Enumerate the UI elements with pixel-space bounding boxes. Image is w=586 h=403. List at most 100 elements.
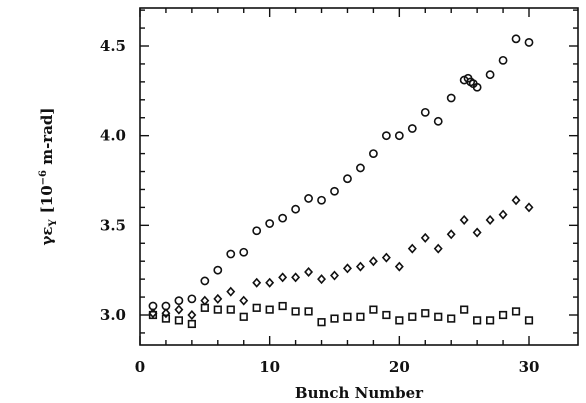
diamond-point [252, 277, 262, 288]
square-point [460, 305, 469, 314]
square-point [239, 312, 248, 321]
square-point [265, 305, 274, 314]
y-tick-label: 4.0 [100, 127, 126, 145]
square-point [291, 307, 300, 316]
x-tick-label: 20 [389, 358, 410, 376]
circle-point [420, 107, 430, 117]
circle-point [524, 38, 534, 47]
square-point [278, 301, 287, 311]
square-point [369, 305, 378, 314]
circle-point [407, 124, 417, 133]
square-point [304, 307, 313, 316]
square-point [252, 303, 261, 312]
diamond-point [226, 286, 236, 297]
square-point [356, 312, 365, 321]
diamond-point [239, 295, 249, 306]
diamond-point [317, 274, 327, 285]
circle-point [472, 82, 482, 92]
square-point [511, 307, 521, 316]
square-point [447, 314, 456, 323]
data-points [148, 34, 534, 329]
plot-frame [139, 7, 579, 346]
circle-point [187, 294, 197, 304]
diamond-point [200, 295, 210, 306]
x-tick-label: 0 [135, 358, 145, 376]
diamond-point [265, 277, 275, 288]
square-point [213, 305, 222, 314]
circle-point [330, 186, 339, 196]
square-point [330, 314, 339, 323]
diamond-point [433, 243, 443, 254]
diamond-point [459, 214, 469, 225]
diamond-point [420, 232, 430, 243]
square-point [473, 316, 482, 325]
diamond-point [394, 261, 404, 272]
square-point [434, 312, 443, 321]
y-tick-label: 3.0 [100, 306, 126, 324]
diamond-point [304, 266, 314, 277]
y-axis-title-group: γεY[10−6 m-rad] [38, 107, 59, 245]
axis-ticks [139, 8, 578, 345]
circle-point [343, 174, 352, 184]
x-tick-label: 10 [259, 358, 280, 376]
square-point [226, 305, 235, 314]
diamond-point [498, 209, 508, 220]
diamond-point [342, 263, 352, 274]
circle-point [213, 265, 223, 275]
y-axis-title: γεY[10−6 m-rad] [38, 107, 59, 245]
circle-point [317, 195, 326, 205]
circle-point [485, 70, 495, 80]
circle-point [446, 93, 456, 103]
diamond-point [213, 293, 223, 304]
circle-point [368, 149, 378, 158]
diamond-point [278, 272, 288, 283]
diamond-point [485, 214, 495, 225]
circle-point [433, 116, 443, 126]
diamond-point [355, 261, 365, 272]
circle-point [291, 204, 300, 214]
x-axis-title: Bunch Number [295, 384, 424, 402]
diamond-point [511, 195, 521, 206]
square-point [161, 314, 171, 323]
circle-point [511, 34, 521, 44]
square-point [200, 303, 209, 312]
square-point [408, 312, 417, 321]
diamond-point [291, 272, 301, 283]
circle-point [252, 226, 262, 236]
x-tick-label: 30 [519, 358, 540, 376]
square-point [524, 316, 534, 325]
diamond-point [174, 304, 184, 315]
square-point [395, 316, 404, 325]
diamond-point [161, 308, 171, 319]
diamond-point [446, 229, 456, 240]
circle-point [174, 296, 184, 306]
diamond-point [381, 252, 391, 263]
circle-point [356, 163, 365, 173]
square-point [148, 310, 158, 320]
circle-point [381, 131, 391, 141]
diamond-point [407, 243, 417, 254]
circle-point [239, 247, 249, 257]
circle-point [226, 249, 236, 259]
tick-labels: 0 10 20 30 3.0 3.5 4.0 4.5 [100, 37, 540, 376]
diamond-point [524, 202, 534, 213]
square-point [485, 316, 495, 325]
diamond-point [187, 310, 197, 320]
circle-point [304, 194, 313, 203]
diamond-point [368, 256, 378, 267]
diamond-point [330, 270, 339, 281]
square-point [343, 312, 352, 321]
circle-point [394, 131, 404, 141]
diamond-point [472, 227, 482, 238]
circle-point [498, 55, 508, 65]
square-point [317, 318, 326, 327]
square-point [382, 310, 391, 320]
square-point [498, 310, 508, 320]
diamond-point [148, 308, 158, 319]
square-point [187, 319, 196, 329]
circle-point [278, 213, 288, 223]
circle-point [265, 219, 275, 228]
y-tick-label: 3.5 [100, 216, 126, 234]
y-tick-label: 4.5 [100, 37, 126, 55]
